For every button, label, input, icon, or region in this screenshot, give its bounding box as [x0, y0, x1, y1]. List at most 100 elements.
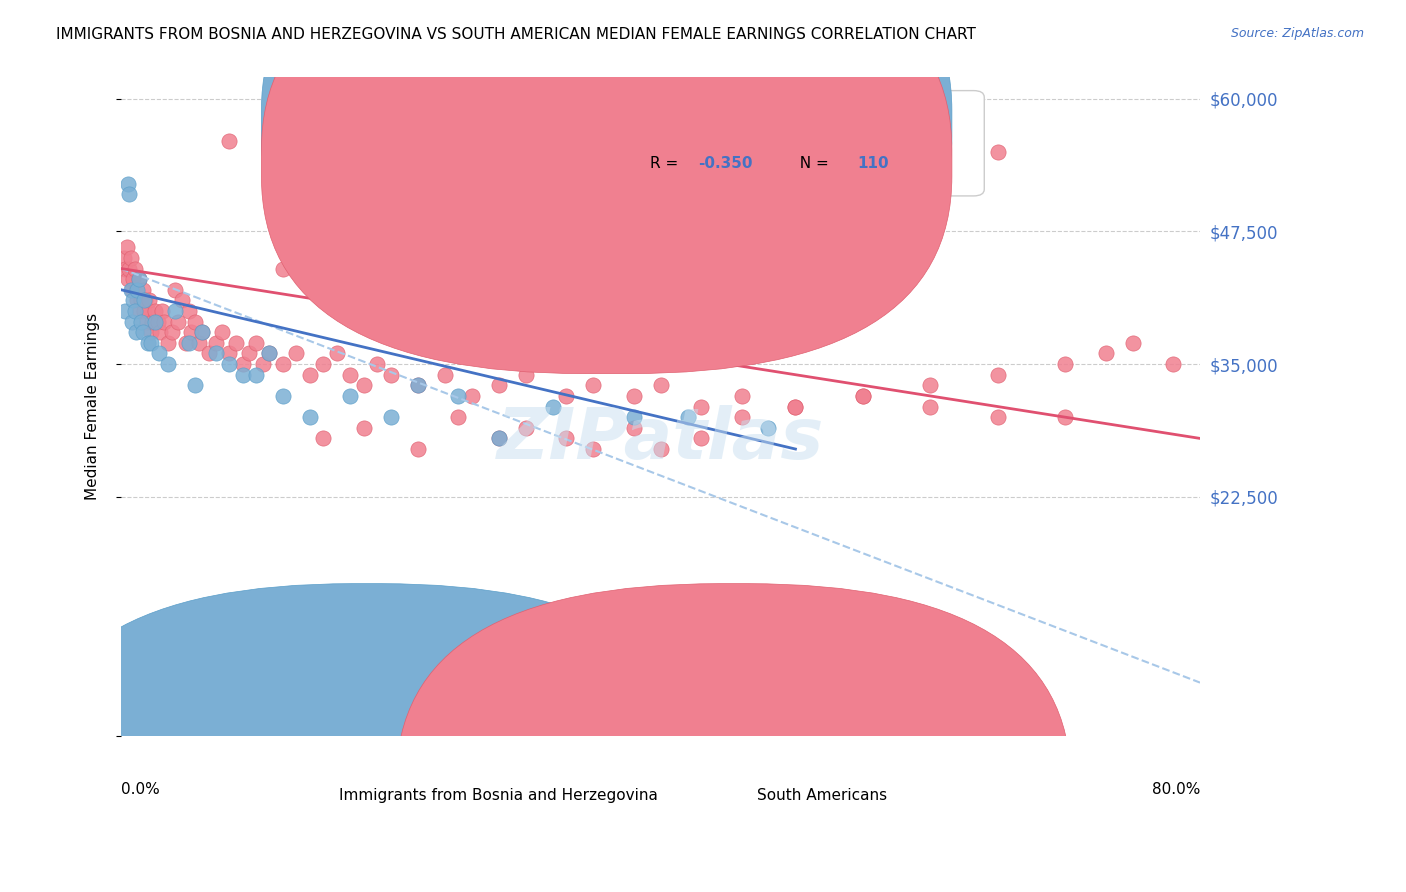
- Point: [690, 400, 713, 414]
- Point: [406, 378, 429, 392]
- Point: [238, 346, 260, 360]
- Text: Immigrants from Bosnia and Herzegovina: Immigrants from Bosnia and Herzegovina: [339, 789, 658, 804]
- Point: [380, 410, 402, 425]
- Text: 38: 38: [856, 116, 879, 131]
- Point: [582, 378, 605, 392]
- Point: [150, 304, 173, 318]
- Point: [339, 389, 361, 403]
- Point: [406, 378, 429, 392]
- Point: [218, 134, 240, 148]
- Point: [271, 389, 294, 403]
- Point: [118, 261, 141, 276]
- Point: [180, 325, 202, 339]
- Point: [1054, 357, 1077, 371]
- Point: [1161, 357, 1184, 371]
- Point: [231, 357, 253, 371]
- Point: [146, 315, 169, 329]
- Point: [623, 389, 645, 403]
- Point: [650, 187, 672, 202]
- Point: [128, 272, 150, 286]
- Point: [125, 283, 148, 297]
- Point: [127, 293, 149, 308]
- Point: [117, 272, 139, 286]
- Point: [139, 325, 162, 339]
- Point: [380, 123, 402, 137]
- Text: IMMIGRANTS FROM BOSNIA AND HERZEGOVINA VS SOUTH AMERICAN MEDIAN FEMALE EARNINGS : IMMIGRANTS FROM BOSNIA AND HERZEGOVINA V…: [56, 27, 976, 42]
- Point: [177, 335, 200, 350]
- Point: [259, 346, 281, 360]
- Point: [143, 304, 166, 318]
- Point: [366, 357, 388, 371]
- Text: N =: N =: [790, 155, 834, 170]
- Point: [987, 145, 1010, 159]
- Point: [1054, 410, 1077, 425]
- Point: [433, 368, 456, 382]
- FancyBboxPatch shape: [262, 0, 952, 374]
- Point: [114, 261, 136, 276]
- Point: [717, 166, 740, 180]
- Point: [245, 368, 267, 382]
- Point: [758, 219, 780, 233]
- Point: [120, 283, 142, 297]
- Point: [131, 315, 153, 329]
- Point: [131, 293, 153, 308]
- Point: [122, 272, 145, 286]
- Point: [132, 304, 155, 318]
- Point: [271, 261, 294, 276]
- Point: [852, 209, 875, 223]
- Point: [730, 410, 752, 425]
- Text: 0.0%: 0.0%: [121, 781, 160, 797]
- Point: [211, 325, 233, 339]
- Text: -0.350: -0.350: [699, 155, 752, 170]
- Point: [987, 368, 1010, 382]
- Point: [676, 410, 699, 425]
- Point: [245, 335, 267, 350]
- Text: Source: ZipAtlas.com: Source: ZipAtlas.com: [1230, 27, 1364, 40]
- Point: [285, 346, 308, 360]
- FancyBboxPatch shape: [262, 0, 952, 334]
- Point: [623, 410, 645, 425]
- Point: [218, 357, 240, 371]
- Point: [650, 442, 672, 456]
- FancyBboxPatch shape: [30, 583, 704, 892]
- Point: [184, 315, 207, 329]
- Text: -0.279: -0.279: [699, 116, 754, 131]
- Point: [191, 325, 214, 339]
- Point: [129, 304, 152, 318]
- Point: [312, 431, 335, 445]
- Point: [121, 283, 143, 297]
- Text: 80.0%: 80.0%: [1152, 781, 1201, 797]
- Point: [447, 261, 470, 276]
- Point: [541, 400, 564, 414]
- Y-axis label: Median Female Earnings: Median Female Earnings: [86, 313, 100, 500]
- Point: [758, 421, 780, 435]
- Point: [188, 335, 211, 350]
- Point: [339, 368, 361, 382]
- Point: [920, 400, 942, 414]
- Point: [132, 283, 155, 297]
- Point: [191, 325, 214, 339]
- Point: [730, 389, 752, 403]
- Point: [204, 346, 226, 360]
- Point: [118, 187, 141, 202]
- Point: [1122, 335, 1144, 350]
- Point: [112, 251, 135, 265]
- Point: [582, 442, 605, 456]
- Point: [174, 335, 197, 350]
- Point: [298, 410, 321, 425]
- Text: ZIPatlas: ZIPatlas: [496, 405, 824, 474]
- Point: [139, 335, 162, 350]
- Point: [165, 283, 187, 297]
- Point: [623, 123, 645, 137]
- Point: [125, 325, 148, 339]
- Point: [488, 431, 510, 445]
- Point: [785, 400, 807, 414]
- Point: [231, 368, 253, 382]
- Point: [623, 421, 645, 435]
- Point: [138, 293, 160, 308]
- Point: [117, 177, 139, 191]
- Point: [852, 389, 875, 403]
- Point: [406, 442, 429, 456]
- Point: [488, 431, 510, 445]
- Point: [353, 378, 375, 392]
